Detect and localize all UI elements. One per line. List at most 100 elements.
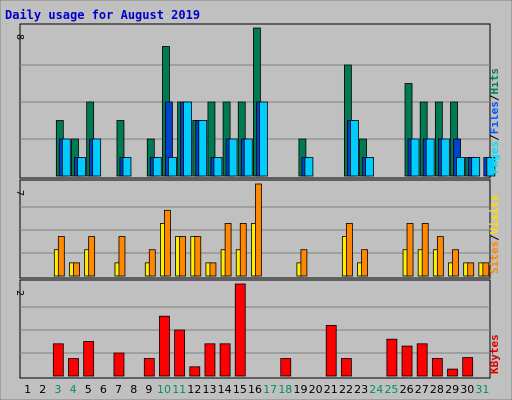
y-max-label: 8 — [14, 34, 25, 40]
bar-sites-day-29 — [452, 249, 459, 277]
x-tick-label-17: 17 — [263, 383, 277, 396]
bar-kbytes-day-29 — [447, 368, 458, 377]
x-tick-label-18: 18 — [278, 383, 292, 396]
bar-sites-day-7 — [118, 236, 126, 277]
y-max-label: 2 — [14, 290, 25, 296]
x-tick-label-2: 2 — [39, 383, 46, 396]
x-axis-labels: 1 2 3 4 5 6 7 8 9 10 11 12 13 14 15 16 17 18 19 20 21 22 23 24 2… — [24, 383, 489, 396]
x-tick-label-24: 24 — [369, 383, 383, 396]
bar-pages-day-3 — [61, 138, 71, 177]
bar-pages-day-19 — [304, 157, 314, 177]
x-tick-label-1: 1 — [24, 383, 31, 396]
x-tick-label-21: 21 — [324, 383, 338, 396]
bar-pages-day-4 — [77, 157, 86, 177]
bar-pages-day-26 — [410, 138, 420, 177]
legend-entry: / — [488, 234, 501, 241]
x-tick-label-23: 23 — [354, 383, 368, 396]
bar-kbytes-day-11 — [174, 329, 186, 377]
bar-sites-day-22 — [345, 223, 353, 277]
x-tick-label-28: 28 — [430, 383, 444, 396]
bar-kbytes-day-13 — [204, 343, 216, 377]
bar-sites-day-28 — [436, 236, 444, 277]
bar-sites-day-30 — [467, 262, 475, 277]
bar-kbytes-day-25 — [386, 338, 398, 377]
legend-entry: Visits — [488, 195, 501, 235]
bar-sites-day-12 — [194, 236, 202, 277]
bar-kbytes-day-10 — [159, 315, 170, 377]
bar-sites-day-10 — [164, 209, 171, 277]
bar-pages-day-9 — [152, 157, 162, 177]
bar-sites-day-27 — [421, 223, 429, 277]
bar-kbytes-day-28 — [431, 358, 443, 377]
x-tick-label-6: 6 — [100, 383, 107, 396]
panel-legend: Sites/Visits — [488, 195, 501, 275]
x-tick-label-27: 27 — [415, 383, 429, 396]
bar-pages-day-10 — [168, 157, 177, 177]
bar-sites-day-23 — [361, 249, 368, 277]
bar-kbytes-day-14 — [219, 343, 231, 377]
bar-pages-day-28 — [440, 138, 450, 177]
bar-pages-day-31 — [486, 157, 496, 177]
x-tick-label-15: 15 — [233, 383, 247, 396]
x-tick-label-10: 10 — [157, 383, 171, 396]
bar-kbytes-day-21 — [325, 324, 337, 377]
x-tick-label-30: 30 — [460, 383, 474, 396]
bar-sites-day-13 — [209, 262, 217, 277]
bar-kbytes-day-9 — [143, 358, 155, 377]
bar-sites-day-19 — [300, 249, 308, 277]
bar-pages-day-14 — [228, 138, 238, 177]
bar-kbytes-day-26 — [401, 345, 413, 377]
bar-pages-day-13 — [213, 157, 223, 177]
bar-kbytes-day-18 — [280, 358, 292, 377]
x-tick-label-7: 7 — [115, 383, 122, 396]
x-tick-label-8: 8 — [130, 383, 137, 396]
bar-pages-day-16 — [259, 101, 268, 177]
panel-legend: Pages/Files/Hits — [488, 68, 501, 174]
x-tick-label-3: 3 — [54, 383, 61, 396]
x-tick-label-22: 22 — [339, 383, 353, 396]
bar-sites-day-4 — [73, 262, 80, 277]
x-tick-label-12: 12 — [187, 383, 201, 396]
bar-kbytes-day-15 — [234, 283, 246, 377]
bar-kbytes-day-27 — [416, 343, 428, 377]
bar-pages-day-11 — [183, 101, 193, 177]
bar-kbytes-day-4 — [68, 358, 79, 377]
bar-pages-day-27 — [425, 138, 435, 177]
bar-kbytes-day-3 — [52, 343, 64, 377]
legend-entry: Hits — [488, 68, 501, 95]
bar-kbytes-day-7 — [113, 352, 125, 377]
panel-visits-sites: 7 Sites/Visits — [14, 179, 501, 279]
panel-kbytes: 2 KBytes — [14, 279, 501, 379]
bar-pages-day-29 — [456, 157, 465, 177]
bar-pages-day-23 — [365, 157, 374, 177]
bar-pages-day-30 — [471, 157, 481, 177]
panel-legend: KBytes — [488, 334, 501, 374]
bar-sites-day-5 — [88, 236, 96, 277]
bar-sites-day-3 — [57, 236, 65, 277]
x-tick-label-25: 25 — [384, 383, 398, 396]
bar-sites-day-26 — [406, 223, 414, 277]
legend-entry: KBytes — [488, 334, 501, 374]
x-tick-label-14: 14 — [218, 383, 232, 396]
x-tick-label-19: 19 — [293, 383, 307, 396]
bar-kbytes-day-22 — [340, 358, 352, 377]
bar-sites-day-14 — [224, 223, 232, 277]
x-tick-label-20: 20 — [309, 383, 323, 396]
legend-entry: / — [488, 134, 501, 141]
x-tick-label-5: 5 — [85, 383, 92, 396]
bar-kbytes-day-12 — [189, 366, 201, 377]
bar-pages-day-15 — [243, 138, 253, 177]
legend-entry: Pages — [488, 141, 501, 174]
bar-pages-day-7 — [122, 157, 132, 177]
y-max-label: 7 — [14, 190, 25, 196]
legend-entry: Sites — [488, 241, 501, 274]
chart-title: Daily usage for August 2019 — [5, 8, 200, 22]
bar-sites-day-11 — [179, 236, 187, 277]
x-tick-label-26: 26 — [400, 383, 414, 396]
bar-kbytes-day-5 — [83, 341, 95, 377]
bar-kbytes-day-30 — [462, 357, 474, 377]
x-tick-label-11: 11 — [172, 383, 186, 396]
